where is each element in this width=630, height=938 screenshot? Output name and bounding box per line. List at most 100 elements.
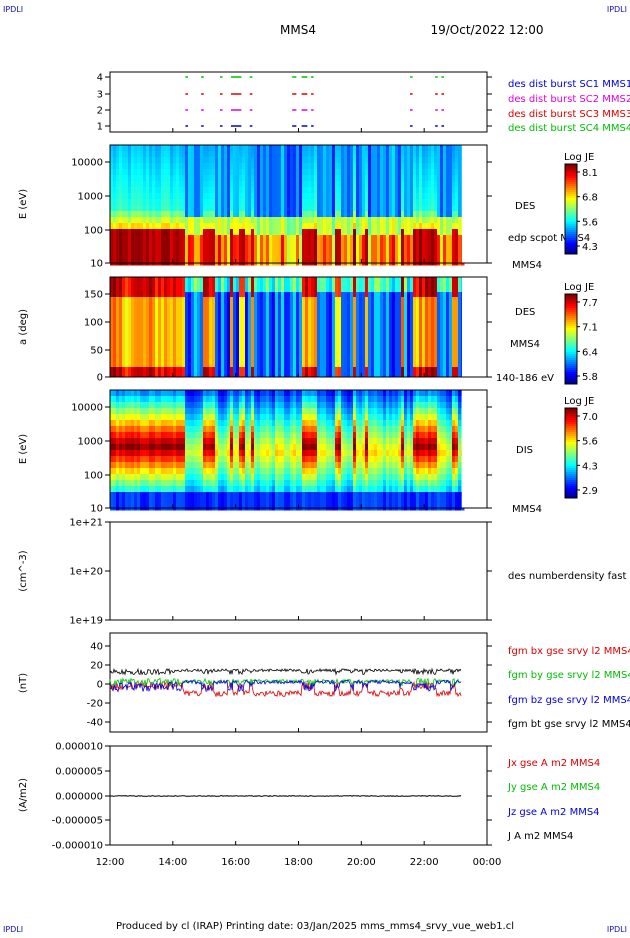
heatmap-cell: [458, 302, 462, 308]
heatmap-cell: [266, 367, 270, 373]
heatmap-cell: [290, 157, 294, 164]
heatmap-cell: [125, 332, 129, 338]
heatmap-cell: [371, 282, 375, 288]
heatmap-cell: [191, 199, 195, 206]
heatmap-cell: [308, 157, 312, 164]
heatmap-cell: [380, 163, 384, 170]
heatmap-cell: [188, 211, 192, 218]
heatmap-cell: [332, 205, 336, 212]
heatmap-cell: [224, 157, 228, 164]
heatmap-cell: [188, 205, 192, 212]
heatmap-cell: [119, 193, 123, 200]
heatmap-cell: [224, 282, 228, 288]
heatmap-cell: [128, 259, 132, 266]
heatmap-cell: [314, 322, 318, 328]
heatmap-cell: [233, 317, 237, 323]
heatmap-cell: [173, 302, 177, 308]
heatmap-cell: [320, 317, 324, 323]
heatmap-cell: [197, 367, 201, 373]
heatmap-cell: [296, 327, 300, 333]
heatmap-cell: [215, 169, 219, 176]
heatmap-cell: [440, 205, 444, 212]
heatmap-cell: [347, 337, 351, 343]
heatmap-cell: [221, 199, 225, 206]
heatmap-cell: [284, 175, 288, 182]
heatmap-cell: [140, 187, 144, 194]
heatmap-cell: [323, 259, 327, 266]
heatmap-cell: [236, 145, 240, 152]
heatmap-cell: [164, 327, 168, 333]
heatmap-cell: [392, 287, 396, 293]
heatmap-cell: [149, 145, 153, 152]
heatmap-cell: [191, 253, 195, 260]
heatmap-cell: [335, 193, 339, 200]
heatmap-cell: [305, 277, 309, 283]
heatmap-cell: [428, 211, 432, 218]
heatmap-cell: [275, 187, 279, 194]
heatmap-cell: [260, 362, 264, 368]
heatmap-cell: [425, 367, 429, 373]
heatmap-cell: [449, 332, 453, 338]
heatmap-cell: [338, 217, 342, 224]
heatmap-cell: [443, 362, 447, 368]
heatmap-cell: [320, 287, 324, 293]
heatmap-cell: [320, 357, 324, 363]
heatmap-cell: [170, 297, 174, 303]
heatmap-cell: [128, 277, 132, 283]
heatmap-cell: [317, 253, 321, 260]
heatmap-cell: [344, 163, 348, 170]
heatmap-cell: [395, 277, 399, 283]
heatmap-cell: [425, 187, 429, 194]
heatmap-cell: [401, 259, 405, 266]
heatmap-cell: [152, 199, 156, 206]
heatmap-cell: [272, 187, 276, 194]
heatmap-cell: [386, 217, 390, 224]
heatmap-cell: [443, 327, 447, 333]
heatmap-cell: [296, 297, 300, 303]
heatmap-cell: [128, 327, 132, 333]
heatmap-cell: [365, 357, 369, 363]
heatmap-cell: [197, 312, 201, 318]
heatmap-cell: [353, 163, 357, 170]
heatmap-cell: [164, 181, 168, 188]
heatmap-cell: [170, 151, 174, 158]
heatmap-cell: [440, 352, 444, 358]
heatmap-cell: [395, 163, 399, 170]
corner-label-bottom-right: IPDLI: [607, 925, 627, 934]
heatmap-cell: [200, 253, 204, 260]
heatmap-cell: [446, 367, 450, 373]
heatmap-cell: [212, 342, 216, 348]
heatmap-cell: [431, 347, 435, 353]
heatmap-cell: [410, 169, 414, 176]
heatmap-cell: [200, 357, 204, 363]
heatmap-cell: [410, 322, 414, 328]
heatmap-cell: [374, 163, 378, 170]
heatmap-cell: [281, 352, 285, 358]
heatmap-cell: [134, 157, 138, 164]
heatmap-cell: [122, 223, 126, 230]
heatmap-cell: [182, 307, 186, 313]
heatmap-cell: [350, 181, 354, 188]
heatmap-cell: [365, 342, 369, 348]
heatmap-cell: [260, 163, 264, 170]
heatmap-cell: [254, 282, 258, 288]
heatmap-cell: [275, 347, 279, 353]
heatmap-cell: [377, 151, 381, 158]
heatmap-cell: [428, 317, 432, 323]
heatmap-cell: [431, 287, 435, 293]
heatmap-cell: [401, 317, 405, 323]
heatmap-cell: [449, 307, 453, 313]
heatmap-cell: [200, 211, 204, 218]
heatmap-cell: [131, 145, 135, 152]
heatmap-cell: [227, 151, 231, 158]
heatmap-cell: [119, 217, 123, 224]
heatmap-cell: [140, 302, 144, 308]
heatmap-cell: [182, 211, 186, 218]
heatmap-cell: [269, 247, 273, 254]
heatmap-cell: [320, 235, 324, 242]
heatmap-cell: [332, 259, 336, 266]
heatmap-cell: [167, 205, 171, 212]
heatmap-cell: [257, 181, 261, 188]
heatmap-cell: [122, 282, 126, 288]
burst-label-sc2: des dist burst SC2 MMS2: [508, 94, 630, 105]
